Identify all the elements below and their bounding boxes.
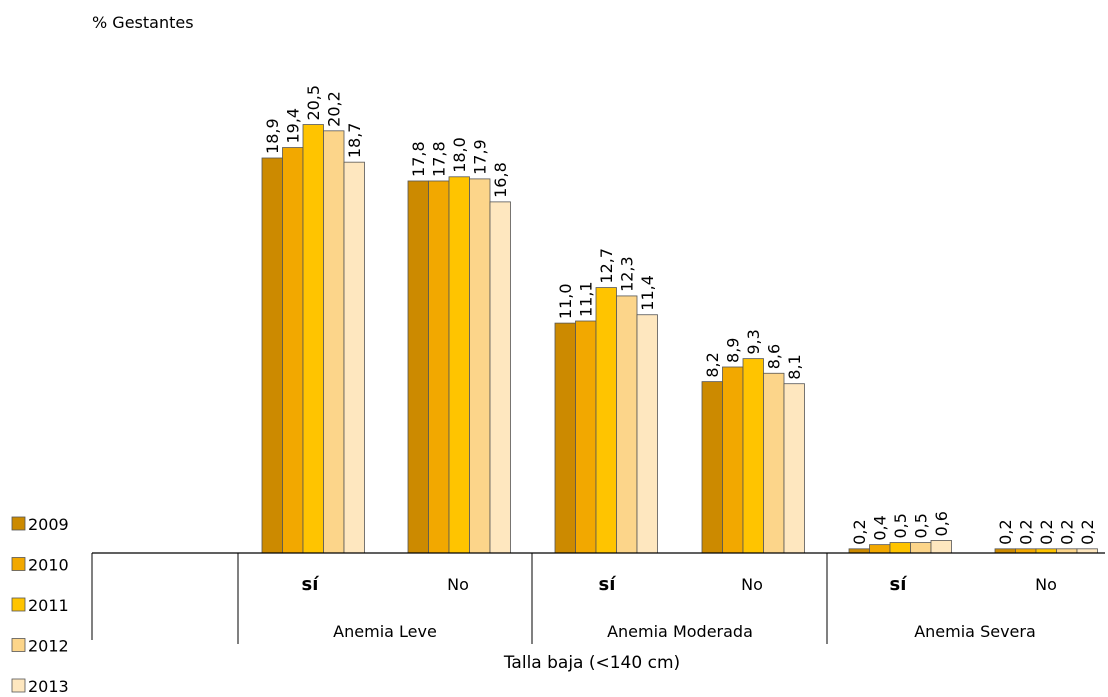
group-label-3: Anemia Severa xyxy=(914,622,1036,641)
bar-2011-1 xyxy=(302,124,324,554)
value-label-2009-5: 0,2 xyxy=(850,519,869,544)
bar-2010-6 xyxy=(1015,548,1037,554)
category-labels-layer: sí No sí No sí No xyxy=(302,574,1057,595)
value-label-2011-3: 12,7 xyxy=(597,248,616,284)
bar-2010-3 xyxy=(575,320,597,554)
value-label-2013-3: 11,4 xyxy=(638,275,657,311)
value-label-2012-5: 0,5 xyxy=(912,513,931,538)
bar-2012-2 xyxy=(469,178,491,554)
bar-2012-1 xyxy=(323,130,345,554)
bar-2013-2 xyxy=(489,201,511,554)
value-label-2013-1: 18,7 xyxy=(345,123,364,159)
value-labels-layer: 18,917,811,08,20,2 0,219,417,811,18,90,4 0… xyxy=(263,85,1097,545)
bar-2013-6 xyxy=(1076,548,1098,554)
value-label-2010-6: 0,2 xyxy=(1017,519,1036,544)
value-label-2011-2: 18,0 xyxy=(450,137,469,173)
bar-2011-5 xyxy=(889,542,911,554)
value-label-2012-4: 8,6 xyxy=(765,344,784,369)
value-label-2013-5: 0,6 xyxy=(932,511,951,536)
bar-2010-4 xyxy=(722,366,744,554)
y-axis-title: % Gestantes xyxy=(92,13,194,32)
value-label-2011-4: 9,3 xyxy=(744,329,763,354)
category-label-2: No xyxy=(447,575,469,594)
value-label-2012-2: 17,9 xyxy=(471,139,490,175)
value-label-2009-3: 11,0 xyxy=(556,283,575,319)
group-label-1: Anemia Leve xyxy=(333,622,437,641)
category-label-4: No xyxy=(741,575,763,594)
value-label-2012-1: 20,2 xyxy=(325,91,344,127)
bar-2012-5 xyxy=(910,542,932,554)
x-axis-title: Talla baja (<140 cm) xyxy=(503,653,680,673)
bar-2013-1 xyxy=(343,161,365,554)
legend-swatch-2010 xyxy=(11,557,26,571)
legend-label-2010: 2010 xyxy=(28,556,69,575)
value-label-2011-6: 0,2 xyxy=(1037,519,1056,544)
bar-2009-3 xyxy=(554,322,576,554)
axes-layer xyxy=(91,552,1105,644)
bar-2010-2 xyxy=(428,180,450,554)
value-label-2013-4: 8,1 xyxy=(785,354,804,379)
bar-2009-5 xyxy=(848,548,870,554)
bar-2012-6 xyxy=(1056,548,1078,554)
bar-2011-4 xyxy=(742,358,764,554)
legend-swatch-2012 xyxy=(11,638,26,652)
value-label-2010-2: 17,8 xyxy=(430,141,449,177)
value-label-2013-6: 0,2 xyxy=(1078,519,1097,544)
legend-label-2011: 2011 xyxy=(28,596,69,615)
bar-2009-4 xyxy=(701,381,723,554)
value-label-2011-1: 20,5 xyxy=(304,85,323,121)
value-label-2010-3: 11,1 xyxy=(577,281,596,317)
bar-2010-1 xyxy=(282,147,304,554)
bar-2009-6 xyxy=(994,548,1016,554)
bar-2013-3 xyxy=(636,314,658,554)
bar-2012-3 xyxy=(616,295,638,554)
group-labels-layer: Anemia Leve Anemia Moderada Anemia Severa xyxy=(333,622,1036,641)
bar-2011-6 xyxy=(1035,548,1057,554)
legend: 2009 2010 2011 2012 2013 xyxy=(11,515,69,696)
legend-label-2009: 2009 xyxy=(28,515,69,534)
value-label-2009-6: 0,2 xyxy=(996,519,1015,544)
value-label-2012-3: 12,3 xyxy=(618,256,637,292)
bar-2013-4 xyxy=(783,383,805,554)
bar-2012-4 xyxy=(763,372,785,554)
bar-2010-5 xyxy=(869,544,891,554)
legend-label-2013: 2013 xyxy=(28,677,69,696)
bar-2009-1 xyxy=(261,157,283,554)
value-label-2009-4: 8,2 xyxy=(703,352,722,377)
value-label-2009-2: 17,8 xyxy=(409,141,428,177)
category-label-3: sí xyxy=(599,574,617,595)
category-label-5: sí xyxy=(890,574,908,595)
value-label-2009-1: 18,9 xyxy=(263,118,282,154)
value-label-2010-5: 0,4 xyxy=(871,515,890,540)
bar-2013-5 xyxy=(930,540,952,554)
value-label-2012-6: 0,2 xyxy=(1058,519,1077,544)
value-label-2010-1: 19,4 xyxy=(284,108,303,144)
value-label-2010-4: 8,9 xyxy=(724,338,743,363)
value-label-2011-5: 0,5 xyxy=(891,513,910,538)
bar-2011-2 xyxy=(448,176,470,554)
value-label-2013-2: 16,8 xyxy=(491,162,510,198)
legend-swatch-2009 xyxy=(11,516,26,531)
group-label-2: Anemia Moderada xyxy=(607,622,753,641)
category-label-1: sí xyxy=(302,574,320,595)
legend-swatch-2011 xyxy=(11,597,26,612)
legend-label-2012: 2012 xyxy=(28,637,69,656)
category-label-6: No xyxy=(1035,575,1057,594)
bar-2011-3 xyxy=(595,287,617,554)
bars-layer xyxy=(261,124,1098,554)
legend-swatch-2013 xyxy=(11,678,26,693)
bar-2009-2 xyxy=(407,180,429,554)
